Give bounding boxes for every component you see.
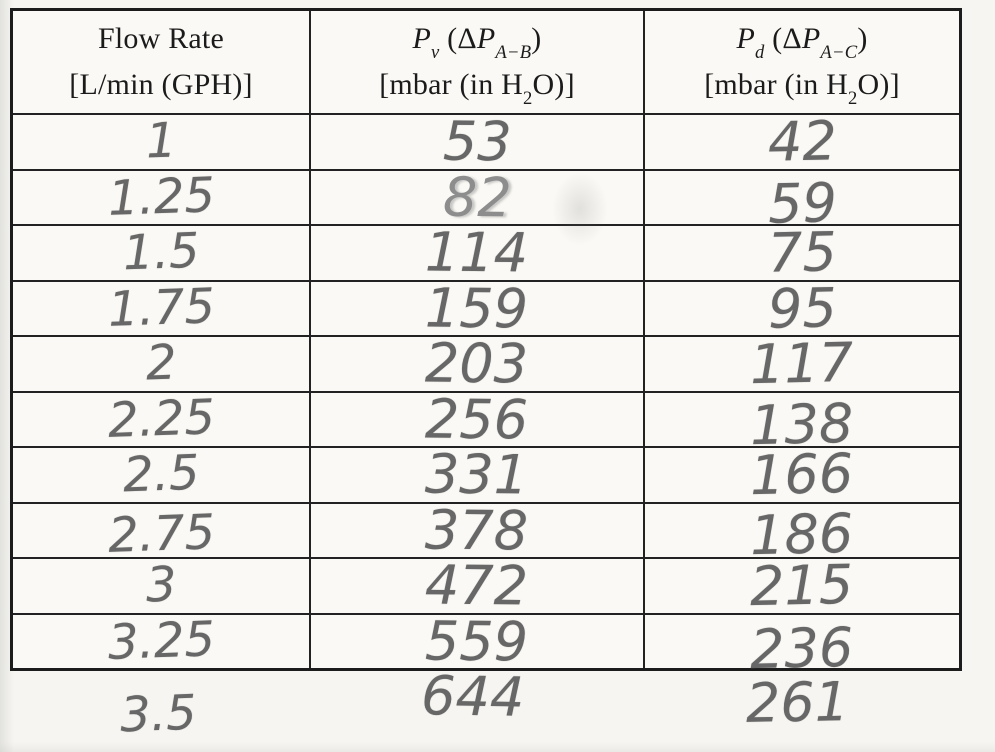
handwritten-value: 472: [425, 553, 529, 618]
handwritten-value: 1: [144, 112, 178, 170]
flow-cell: 2.25: [13, 388, 309, 449]
handwritten-value: 203: [425, 331, 529, 396]
flow-cell: 1.5: [13, 222, 309, 282]
pd-cell: 75: [643, 220, 959, 285]
handwritten-value: 3: [144, 556, 178, 614]
pd-cell: 166: [643, 442, 959, 508]
pd-cell: 186: [643, 501, 959, 567]
pd-cell: 236: [643, 612, 959, 681]
handwritten-value: 166: [749, 442, 855, 508]
header-flow-rate-title: Flow Rate: [98, 21, 224, 55]
header-pd: Pd (ΔPA−C) [mbar (in H2O)]: [643, 11, 959, 113]
handwritten-value: 1.25: [106, 166, 216, 227]
handwritten-value: 559: [425, 609, 529, 674]
header-flow-rate: Flow Rate [L/min (GPH)]: [13, 11, 309, 113]
handwritten-value: 42: [766, 109, 838, 174]
flow-cell: 2: [13, 334, 309, 392]
pv-cell: 53: [309, 109, 643, 174]
pd-cell: 42: [643, 109, 959, 174]
handwritten-value: 2.75: [106, 503, 216, 564]
flow-cell: 3: [13, 556, 309, 614]
header-flow-rate-units: [L/min (GPH)]: [69, 68, 253, 101]
handwritten-value: 53: [442, 109, 512, 174]
pd-cell: 138: [643, 390, 959, 457]
handwritten-value: 95: [766, 276, 838, 341]
pd-cell: 215: [643, 553, 959, 619]
data-table: Flow Rate [L/min (GPH)] Pv (ΔPA−B) [mbar…: [10, 8, 962, 681]
overflow-row: 3.5 644 261: [10, 663, 962, 750]
handwritten-value: 331: [425, 442, 529, 507]
pd-cell: 261: [640, 666, 956, 750]
handwritten-value: 256: [425, 387, 529, 452]
pv-cell: 203: [309, 331, 643, 396]
handwritten-value: 378: [425, 498, 529, 563]
pv-cell: 472: [309, 553, 643, 618]
pv-cell: 331: [309, 442, 643, 507]
handwritten-value: 1.75: [106, 277, 216, 338]
handwritten-value: 159: [425, 276, 529, 341]
flow-cell: 3.25: [13, 610, 309, 671]
header-pv-title: Pv (ΔPA−B): [412, 21, 542, 63]
flow-cell: 1.25: [13, 166, 309, 227]
header-pd-title: Pd (ΔPA−C): [736, 21, 868, 63]
pd-cell: 59: [643, 168, 959, 235]
handwritten-value: 3.5: [119, 684, 198, 743]
pv-cell: 559: [309, 609, 643, 674]
handwritten-value: 2.25: [106, 388, 216, 449]
flow-cell: 2.5: [13, 444, 309, 504]
pv-cell: 114: [309, 220, 643, 285]
handwritten-value: 75: [766, 220, 838, 285]
pd-cell: 95: [643, 276, 959, 341]
handwritten-value: 114: [425, 220, 529, 285]
handwritten-value: 644: [421, 663, 526, 729]
pv-cell: 256: [309, 387, 643, 452]
handwritten-value: 1.5: [121, 222, 201, 282]
flow-cell: 3.5: [10, 666, 306, 750]
handwritten-value: 2.5: [121, 444, 201, 504]
handwritten-value: 261: [745, 669, 850, 735]
flow-cell: 1.75: [13, 277, 309, 338]
header-pv-units: [mbar (in H2O)]: [379, 68, 575, 110]
handwritten-value: 117: [749, 331, 855, 397]
flow-cell: 2.75: [13, 501, 309, 564]
pv-cell: 644: [306, 663, 640, 750]
header-pv: Pv (ΔPA−B) [mbar (in H2O)]: [309, 11, 643, 113]
pv-cell: 82: [309, 165, 643, 230]
handwritten-value: 82: [442, 165, 512, 230]
pd-cell: 117: [643, 331, 959, 397]
flow-cell: 1: [13, 112, 309, 170]
handwritten-value: 215: [749, 553, 855, 619]
header-pd-units: [mbar (in H2O)]: [704, 68, 900, 110]
handwritten-value: 2: [144, 334, 178, 392]
pv-cell: 159: [309, 276, 643, 341]
pv-cell: 378: [309, 498, 643, 563]
handwritten-value: 3.25: [106, 610, 216, 671]
